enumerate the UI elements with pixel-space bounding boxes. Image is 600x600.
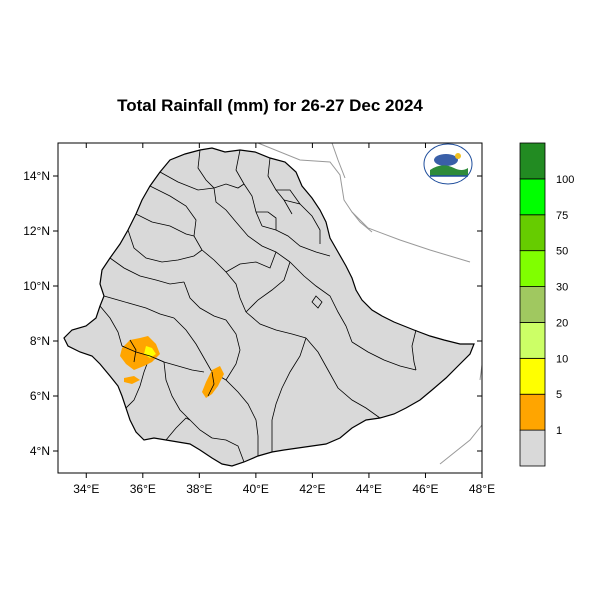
- x-tick-label: 38°E: [186, 482, 212, 496]
- legend-swatch: [519, 393, 546, 431]
- y-axis: 4°N 6°N 8°N 10°N 12°N 14°N: [23, 169, 482, 458]
- legend-swatch: [519, 357, 546, 395]
- legend-label: 1: [556, 425, 562, 437]
- y-tick-label: 12°N: [23, 224, 50, 238]
- x-tick-label: 36°E: [130, 482, 156, 496]
- x-tick-label: 46°E: [412, 482, 438, 496]
- y-tick-label: 6°N: [30, 389, 50, 403]
- legend-swatch: [519, 286, 546, 323]
- x-tick-label: 48°E: [469, 482, 495, 496]
- x-tick-label: 44°E: [356, 482, 382, 496]
- legend: 1 5 10 20 30 50 75 100: [519, 142, 574, 467]
- logo-land-icon: [430, 165, 468, 176]
- x-axis: 34°E 36°E 38°E 40°E 42°E 44°E 46°E 48°E: [73, 143, 495, 496]
- legend-swatch: [519, 214, 546, 252]
- y-tick-label: 4°N: [30, 444, 50, 458]
- legend-swatch: [519, 250, 546, 287]
- x-tick-label: 42°E: [299, 482, 325, 496]
- legend-swatch: [519, 322, 546, 359]
- neighbor-borders: [257, 143, 482, 465]
- y-tick-label: 10°N: [23, 279, 50, 293]
- ethiopia-land: [63, 147, 475, 467]
- legend-label: 20: [556, 317, 568, 329]
- legend-label: 100: [556, 174, 574, 186]
- x-tick-label: 40°E: [243, 482, 269, 496]
- y-tick-label: 8°N: [30, 334, 50, 348]
- rainfall-areas: [120, 336, 224, 398]
- y-tick-label: 14°N: [23, 169, 50, 183]
- legend-label: 75: [556, 210, 568, 222]
- logo-cloud-icon: [434, 154, 458, 166]
- legend-swatch: [519, 178, 546, 216]
- emi-logo: [423, 143, 473, 185]
- x-tick-label: 34°E: [73, 482, 99, 496]
- map-title: Total Rainfall (mm) for 26-27 Dec 2024: [117, 96, 423, 115]
- rainfall-area-south-central: [202, 366, 224, 398]
- legend-swatch: [519, 429, 546, 467]
- legend-label: 5: [556, 389, 562, 401]
- map-frame: [57, 142, 483, 474]
- legend-swatch: [519, 142, 546, 180]
- admin-boundaries: [99, 149, 417, 463]
- rainfall-area-southwest-spot: [124, 376, 140, 384]
- legend-label: 30: [556, 282, 568, 294]
- legend-label: 50: [556, 246, 568, 258]
- legend-label: 10: [556, 353, 568, 365]
